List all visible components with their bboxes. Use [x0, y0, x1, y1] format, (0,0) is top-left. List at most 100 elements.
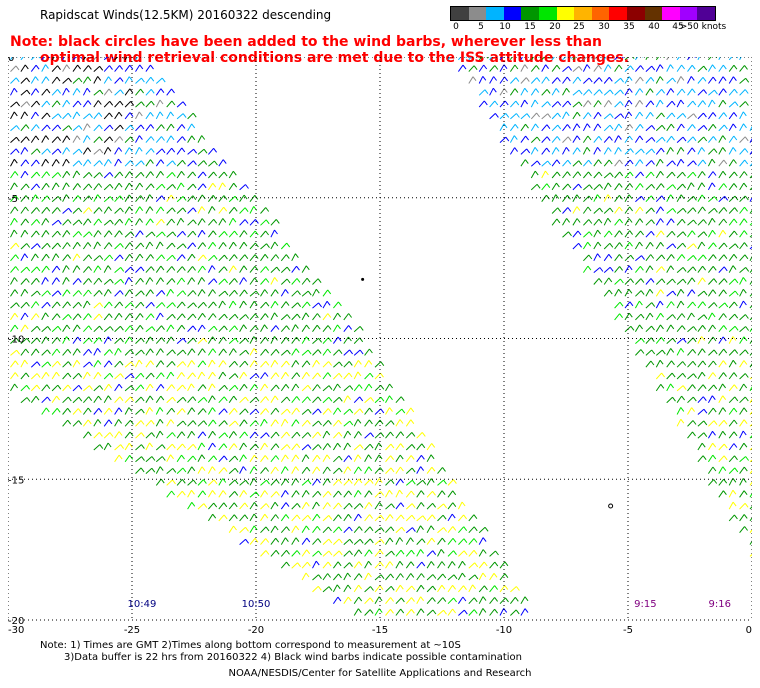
wind-barb	[655, 88, 665, 96]
wind-barb	[635, 65, 644, 72]
wind-barb	[572, 147, 581, 155]
wind-barb	[437, 573, 447, 581]
wind-barb	[593, 123, 602, 132]
wind-barb	[343, 526, 353, 534]
wind-barb	[280, 266, 291, 273]
wind-barb	[124, 64, 134, 72]
wind-barb	[385, 561, 394, 569]
wind-barb	[718, 336, 727, 344]
wind-barb	[207, 359, 216, 368]
wind-barb	[20, 337, 31, 344]
wind-barb	[207, 182, 217, 191]
scale-label: 35	[623, 22, 635, 32]
wind-barb	[41, 277, 49, 285]
wind-barb	[135, 64, 144, 72]
wind-barb	[166, 254, 176, 262]
wind-barb	[155, 171, 164, 179]
wind-barb	[301, 444, 312, 451]
wind-barb	[645, 325, 655, 333]
wind-barb	[207, 313, 217, 321]
wind-barb	[20, 136, 30, 143]
wind-barb	[228, 170, 237, 179]
wind-barb	[426, 525, 435, 533]
wind-barb	[218, 408, 228, 415]
color-swatch	[521, 7, 539, 20]
wind-barb	[333, 361, 343, 368]
wind-barb	[155, 372, 165, 380]
wind-barb	[10, 148, 20, 155]
wind-barb	[166, 147, 176, 155]
wind-barb	[280, 254, 290, 262]
wind-barb	[457, 501, 466, 510]
wind-barb	[228, 182, 238, 191]
wind-barb	[749, 553, 752, 557]
wind-barb	[270, 277, 278, 285]
wind-barb	[749, 209, 752, 214]
wind-barb	[176, 254, 186, 262]
wind-barb	[124, 419, 134, 427]
wind-barb	[562, 111, 570, 120]
wind-barb	[166, 123, 175, 132]
wind-barb	[270, 360, 279, 368]
wind-barb	[666, 324, 675, 332]
wind-barb	[301, 537, 311, 545]
wind-barb	[239, 314, 249, 321]
wind-barb	[655, 242, 664, 250]
wind-barb	[551, 159, 561, 167]
wind-barb	[634, 206, 644, 214]
wind-barb	[614, 195, 623, 202]
wind-barb	[562, 147, 570, 155]
wind-barb	[291, 348, 300, 356]
wind-barb	[676, 300, 685, 309]
wind-barb	[280, 349, 291, 356]
wind-barb	[301, 454, 310, 463]
wind-barb	[135, 77, 145, 84]
wind-barb	[541, 147, 550, 155]
wind-barb	[739, 218, 748, 226]
wind-barb	[72, 408, 82, 415]
wind-barb	[291, 336, 300, 344]
wind-barb	[333, 573, 342, 581]
wind-barb	[603, 159, 613, 167]
wind-barb	[82, 123, 91, 132]
wind-barb	[93, 57, 103, 61]
wind-barb	[343, 442, 351, 451]
wind-barb	[41, 326, 52, 333]
wind-barb	[426, 609, 437, 616]
wind-barb	[353, 337, 364, 344]
wind-barb	[155, 419, 164, 427]
wind-barb	[249, 408, 260, 415]
wind-barb	[676, 147, 685, 155]
wind-barb	[10, 195, 19, 203]
wind-barb	[280, 454, 289, 463]
wind-barb	[135, 359, 143, 368]
wind-barb	[10, 312, 19, 321]
wind-barb	[749, 196, 752, 202]
wind-barb	[103, 265, 112, 273]
wind-barb	[385, 608, 394, 616]
wind-barb	[176, 361, 187, 368]
wind-barb	[343, 466, 352, 474]
wind-barb	[655, 195, 666, 203]
wind-barb	[260, 432, 270, 439]
wind-barb	[176, 136, 186, 143]
wind-barb	[728, 57, 738, 61]
wind-barb	[239, 538, 249, 545]
wind-barb	[30, 100, 40, 108]
wind-barb	[83, 313, 92, 321]
wind-barb	[260, 289, 269, 297]
wind-barb	[624, 65, 634, 72]
wind-barb	[41, 218, 50, 226]
wind-barb	[124, 302, 135, 309]
wind-barb	[728, 265, 737, 273]
wind-barb	[353, 466, 362, 474]
wind-barb	[187, 325, 197, 333]
wind-barb	[228, 431, 237, 439]
wind-barb	[114, 348, 122, 356]
wind-barb	[208, 278, 218, 285]
wind-barb	[280, 478, 290, 486]
wind-barb	[582, 123, 591, 132]
wind-barb	[468, 562, 479, 569]
wind-barb	[343, 538, 354, 545]
wind-barb	[208, 455, 218, 463]
